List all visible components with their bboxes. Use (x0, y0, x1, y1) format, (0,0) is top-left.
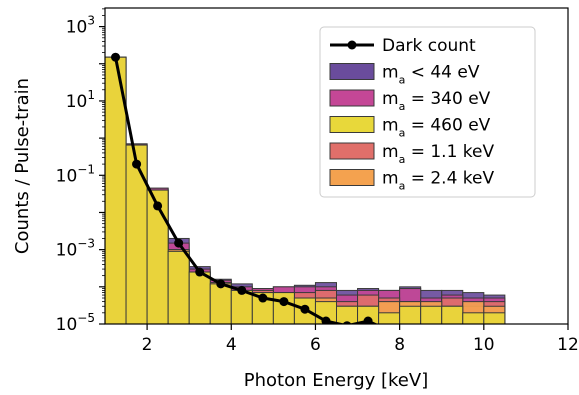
bar-s3-bin-3 (167, 250, 190, 324)
y-tick-label-3: 103 (66, 14, 95, 38)
legend-label-s2: ma = 340 eV (382, 89, 491, 113)
x-tick-label-12: 12 (557, 335, 579, 355)
bar-s3-bin-17 (462, 312, 485, 324)
dark-count-point-8 (279, 297, 289, 307)
bar-s3-bin-18 (483, 312, 506, 324)
x-axis-ticks: 2 4 6 8 10 12 (142, 324, 579, 355)
legend-swatch-s4 (329, 142, 375, 160)
bar-s3-bin-5 (209, 283, 232, 324)
dark-count-point-11 (342, 321, 352, 324)
dark-count-point-0 (111, 52, 121, 62)
dark-count-point-10 (321, 316, 331, 324)
legend-label-s4: ma = 1.1 keV (382, 142, 495, 166)
dark-count-series (111, 52, 378, 324)
dark-count-point-4 (195, 267, 205, 277)
x-tick-label-4: 4 (226, 335, 237, 355)
bar-s3-bin-1 (125, 144, 148, 324)
legend-dark-marker (347, 40, 357, 50)
dark-count-point-6 (237, 285, 247, 295)
dark-count-line (114, 56, 378, 324)
x-tick-label-10: 10 (473, 335, 495, 355)
legend-swatch-s2 (329, 89, 375, 107)
legend-label-s1: ma < 44 eV (382, 63, 480, 87)
histogram-bars (105, 56, 506, 324)
x-tick-label-6: 6 (310, 335, 321, 355)
dark-count-point-2 (153, 201, 163, 211)
y-tick-label--5: 10−5 (56, 311, 95, 335)
y-tick-label--1: 10−1 (56, 162, 95, 186)
dark-count-point-7 (258, 293, 268, 303)
dark-count-point-5 (216, 279, 226, 289)
legend-swatch-s1 (329, 63, 375, 80)
y-tick-label-1: 101 (66, 88, 95, 112)
legend-label-s5: ma = 2.4 keV (382, 169, 495, 193)
x-tick-label-2: 2 (142, 335, 153, 355)
bar-s3-bin-14 (399, 305, 422, 324)
bar-s3-bin-15 (420, 305, 443, 324)
legend-swatch-s3 (329, 116, 375, 133)
x-axis-label: Photon Energy [keV] (244, 370, 428, 391)
y-axis-label: Counts / Pulse-train (12, 78, 33, 254)
legend-swatch-s5 (329, 169, 375, 186)
dark-count-point-3 (174, 238, 184, 248)
bar-s3-bin-16 (441, 305, 464, 324)
legend-label-s3: ma = 460 eV (382, 116, 491, 140)
dark-count-point-12 (363, 316, 373, 324)
dark-count-point-1 (132, 159, 142, 169)
bar-s3-bin-13 (378, 312, 401, 324)
x-tick-label-8: 8 (394, 335, 405, 355)
dark-count-point-9 (300, 304, 310, 314)
bar-s3-bin-6 (230, 289, 253, 324)
y-tick-label--3: 10−3 (56, 237, 95, 261)
bar-s3-bin-4 (188, 271, 211, 324)
plot-frame (104, 7, 569, 325)
y-axis-ticks: 103 101 10−1 10−3 10−5 (56, 8, 105, 335)
legend-label-dark: Dark count (382, 36, 476, 56)
